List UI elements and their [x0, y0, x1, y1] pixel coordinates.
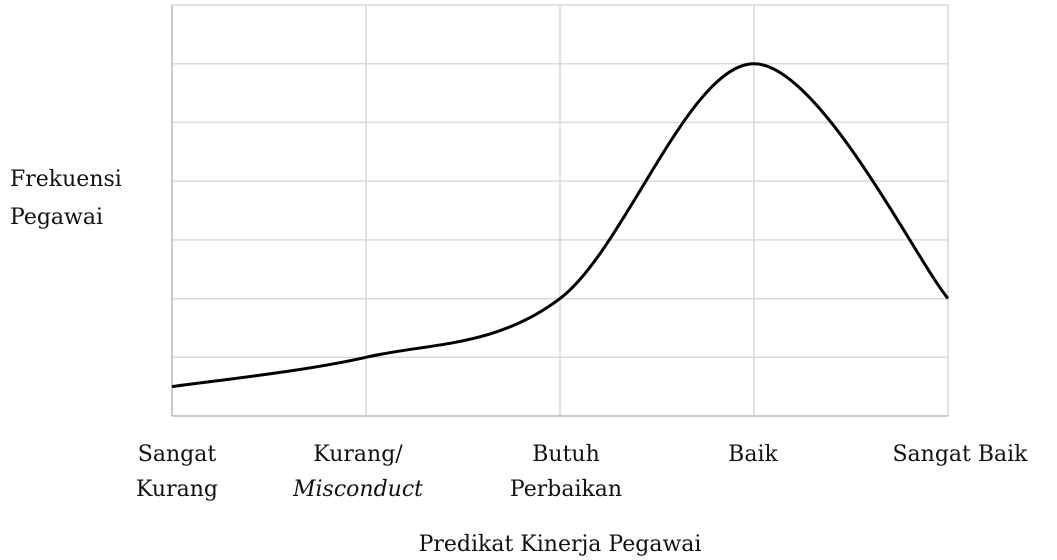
- line-series: [171, 62, 950, 389]
- x-tick-label-line: Sangat: [138, 442, 217, 467]
- x-tick-label: Kurang/Misconduct: [292, 442, 423, 502]
- x-tick-label-line: Misconduct: [292, 477, 423, 502]
- x-tick-label-line: Baik: [728, 442, 778, 467]
- x-tick-label: Sangat Baik: [892, 442, 1028, 467]
- y-axis-label-line: Pegawai: [10, 205, 103, 230]
- x-tick-label-line: Sangat Baik: [892, 442, 1028, 467]
- x-tick-label-line: Kurang: [136, 477, 218, 502]
- x-tick-label: Baik: [728, 442, 778, 467]
- x-tick-label-line: Perbaikan: [510, 477, 622, 502]
- y-axis-label: Frekuensi Pegawai: [10, 167, 122, 230]
- x-tick-label: Butuh Perbaikan: [510, 442, 622, 502]
- y-axis-label-line: Frekuensi: [10, 167, 122, 192]
- x-tick-label-line: Butuh: [532, 442, 600, 467]
- x-tick-label: Sangat Kurang: [136, 442, 218, 502]
- x-tick-label-line: Kurang/: [313, 442, 403, 467]
- x-axis-label: Predikat Kinerja Pegawai: [419, 532, 702, 557]
